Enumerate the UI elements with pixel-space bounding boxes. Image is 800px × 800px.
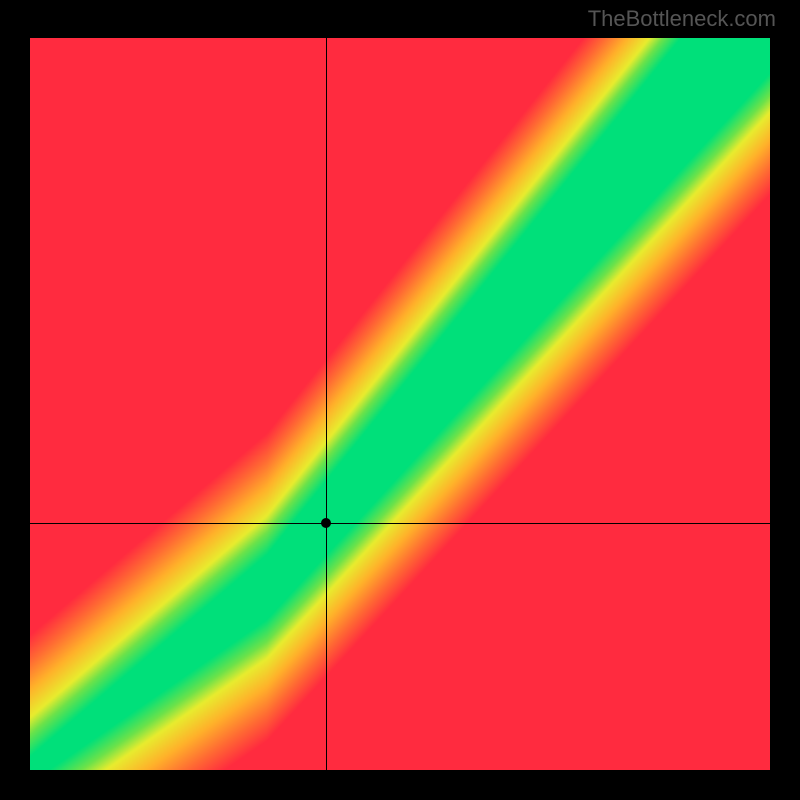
chart-container: TheBottleneck.com [0, 0, 800, 800]
plot-area [30, 38, 770, 770]
crosshair-marker [321, 518, 331, 528]
crosshair-vertical [326, 38, 327, 770]
heatmap-canvas [30, 38, 770, 770]
crosshair-horizontal [30, 523, 770, 524]
watermark-text: TheBottleneck.com [588, 6, 776, 32]
